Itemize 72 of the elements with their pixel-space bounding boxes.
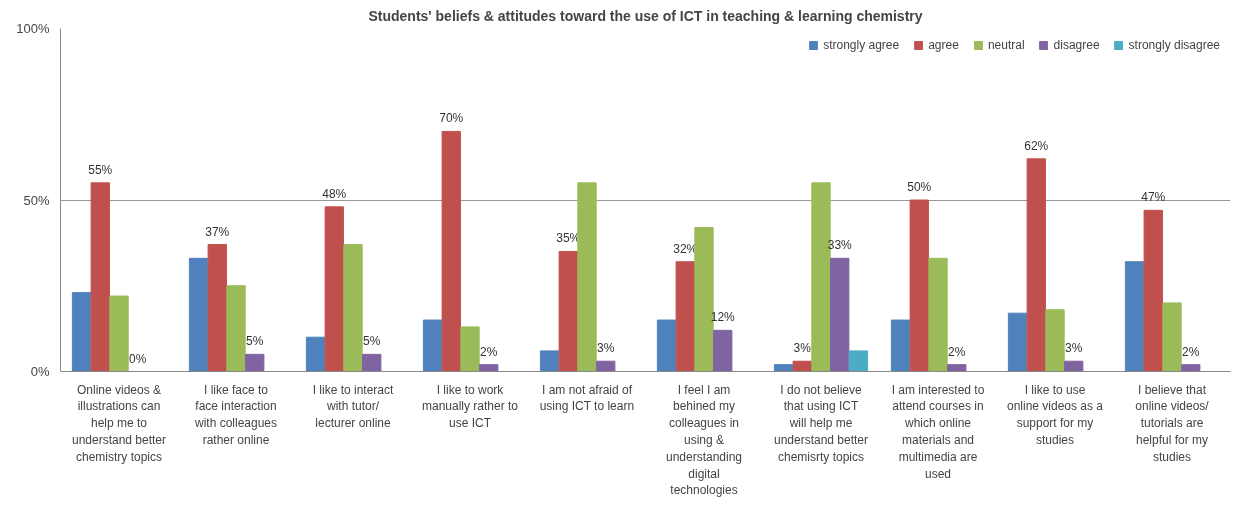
x-tick-label: I believe that online videos/ tutorials are helpful for my studies <box>1135 382 1210 464</box>
bar <box>1045 309 1065 372</box>
bar <box>1124 261 1145 372</box>
data-label: 0% <box>129 351 147 366</box>
legend-label: disagree <box>1053 38 1100 52</box>
data-label: 70% <box>439 111 464 126</box>
legend-label: strongly disagree <box>1128 38 1220 52</box>
data-label: 5% <box>363 334 381 349</box>
bar <box>848 350 869 372</box>
x-tick-label: I like to interact with tutor/ lecturer online <box>312 382 395 431</box>
x-tick-label: I like to use online videos as a support for my studies <box>1006 382 1104 447</box>
bar <box>675 261 695 372</box>
data-label: 37% <box>205 224 230 239</box>
bar <box>460 326 480 372</box>
data-label: 2% <box>480 344 498 359</box>
data-label: 62% <box>1024 138 1049 153</box>
bar <box>1181 364 1201 372</box>
bar <box>1162 302 1182 372</box>
bar <box>1143 209 1163 372</box>
bar <box>1064 360 1084 372</box>
legend-label: neutral <box>987 38 1025 52</box>
legend-label: strongly agree <box>823 38 900 52</box>
chart-title: Students' beliefs & attitudes toward the use of ICT in teaching & learning chemistry <box>368 7 923 24</box>
bar <box>109 295 129 372</box>
bar <box>928 257 948 372</box>
data-label: 3% <box>597 341 615 356</box>
x-tick-label: I am interested to attend courses in which online materials and multimedia are used <box>891 382 985 481</box>
bar <box>226 285 246 372</box>
data-label: 48% <box>322 186 347 201</box>
bar <box>479 364 499 372</box>
legend-label: agree <box>928 38 959 52</box>
bar <box>713 329 733 372</box>
data-label: 5% <box>246 334 264 349</box>
x-tick-label: Online videos & illustrations can help me to understand better chemistry topics <box>71 382 167 464</box>
y-tick-label: 50% <box>23 192 50 208</box>
bar <box>245 353 265 372</box>
bar <box>558 250 578 372</box>
data-label: 47% <box>1141 190 1166 205</box>
bar <box>539 350 560 372</box>
bar <box>305 336 326 372</box>
x-tick-label: I do not believe that using ICT will help me understand better chemisrty topics <box>773 382 869 464</box>
bar <box>422 319 443 372</box>
data-label: 55% <box>88 162 113 177</box>
bar <box>909 199 929 372</box>
bar <box>577 182 597 372</box>
data-label: 3% <box>1065 341 1083 356</box>
data-label: 2% <box>1182 344 1200 359</box>
y-tick-label: 100% <box>16 21 50 36</box>
bar <box>656 319 677 372</box>
bar <box>207 244 227 372</box>
bar <box>441 130 461 372</box>
x-tick-label: I like face to face interaction with colleagues rather online <box>193 382 278 447</box>
bar <box>188 257 209 372</box>
bar <box>1026 158 1046 372</box>
bar <box>792 360 812 372</box>
bar <box>362 353 382 372</box>
bar <box>830 257 850 372</box>
bar <box>596 360 616 372</box>
bar <box>90 182 110 372</box>
bar <box>71 292 92 372</box>
data-label: 2% <box>948 344 966 359</box>
x-tick-label: I feel I am behined my colleagues in using & understanding digital technologies <box>665 382 743 498</box>
bar <box>324 206 344 372</box>
data-label: 3% <box>793 341 812 356</box>
bar <box>343 244 363 372</box>
y-tick-label: 0% <box>30 364 50 379</box>
x-tick-label: I am not afraid of using ICT to learn <box>539 382 635 414</box>
x-tick-label: I like to work manually rather to use ICT <box>421 382 519 431</box>
bar <box>890 319 911 372</box>
bar <box>947 364 967 372</box>
data-label: 50% <box>907 180 932 194</box>
bar <box>1007 312 1028 372</box>
